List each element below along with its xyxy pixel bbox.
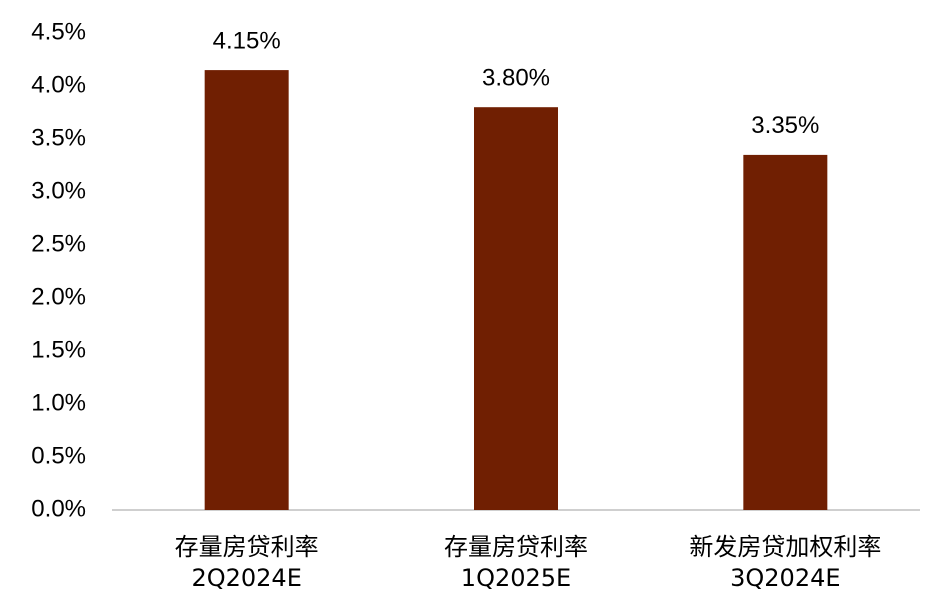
y-tick-label: 0.0% [31,495,86,522]
y-tick-label: 1.5% [31,336,86,363]
value-label: 4.15% [213,27,281,54]
y-tick-label: 4.0% [31,71,86,98]
y-tick-label: 2.5% [31,230,86,257]
bar [743,154,828,510]
x-tick-label: 存量房贷利率 1Q2025E [444,533,588,592]
y-tick-label: 1.0% [31,389,86,416]
y-tick-label: 4.5% [31,18,86,45]
y-tick-label: 0.5% [31,442,86,469]
x-tick-label: 新发房贷加权利率 3Q2024E [689,533,882,592]
value-label: 3.35% [751,112,819,139]
value-label: 3.80% [482,65,550,92]
y-tick-label: 3.0% [31,177,86,204]
bar [474,107,558,510]
x-tick-label: 存量房贷利率 2Q2024E [174,533,319,592]
y-tick-label: 2.0% [31,283,86,310]
bar [204,70,289,510]
y-tick-label: 3.5% [31,124,86,151]
